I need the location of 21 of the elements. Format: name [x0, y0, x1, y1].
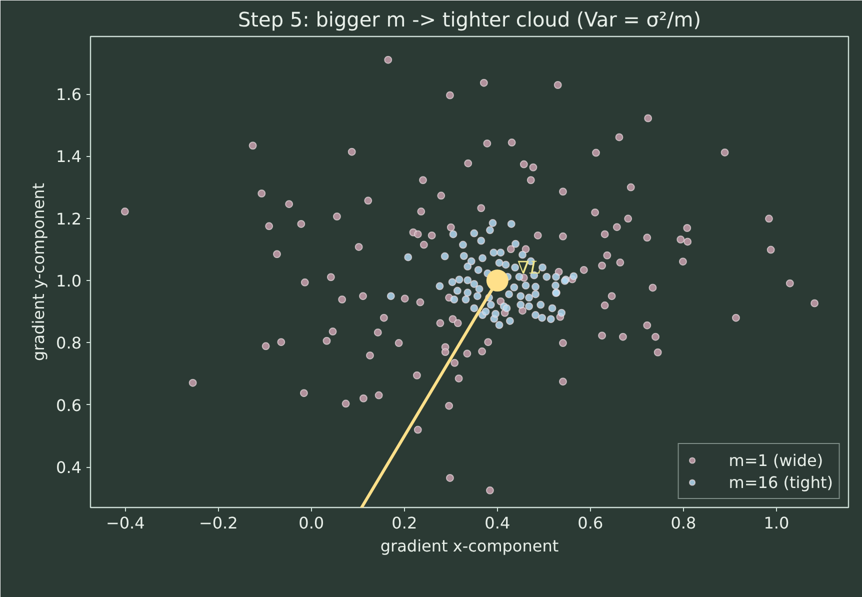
y-tick-label: 0.8	[56, 334, 82, 353]
x-tick-label: 1.0	[764, 514, 790, 532]
y-tick-label: 0.6	[56, 396, 82, 415]
legend-label: m=1 (wide)	[728, 450, 824, 470]
y-tick-label: 1.0	[56, 272, 82, 291]
legend-label: m=16 (tight)	[728, 472, 833, 492]
y-tick-label: 1.2	[56, 209, 82, 228]
y-tick-label: 0.4	[56, 458, 82, 478]
x-tick-label: 0.0	[298, 514, 324, 532]
x-tick-label: 0.4	[484, 514, 510, 532]
x-tick-label: −0.2	[198, 514, 238, 532]
x-tick-label: 0.8	[670, 514, 696, 532]
annotation: ∇L	[517, 258, 542, 279]
x-tick-label: −0.4	[106, 514, 145, 532]
x-tick-label: 0.2	[392, 514, 418, 532]
y-axis-title: gradient y-component	[29, 183, 48, 361]
x-axis-title: gradient x-component	[380, 536, 559, 556]
x-tick-label: 0.6	[578, 514, 604, 532]
y-tick-label: 1.6	[56, 85, 82, 104]
y-tick-label: 1.4	[56, 147, 82, 166]
chart-title: Step 5: bigger m -> tighter cloud (Var = σ²/m)	[238, 8, 702, 32]
